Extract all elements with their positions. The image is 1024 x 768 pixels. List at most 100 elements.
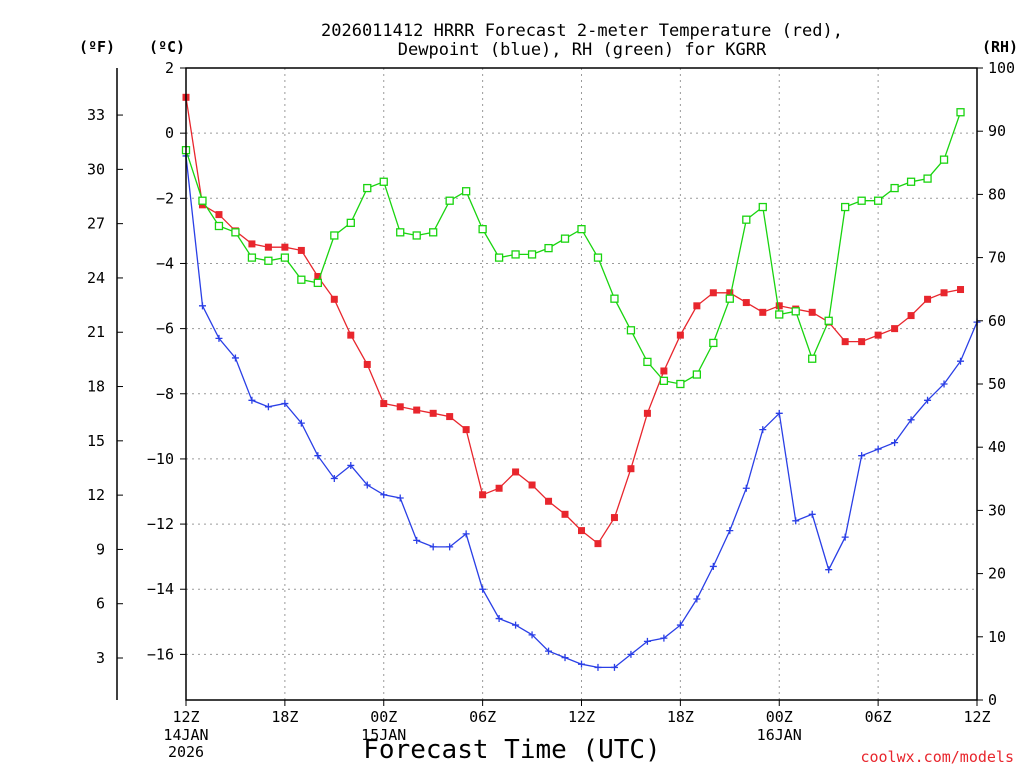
- rh-point: [956, 108, 965, 117]
- series-layer: [181, 93, 981, 671]
- rh-point: [214, 221, 224, 231]
- dewpoint-point: [578, 660, 585, 668]
- chart-title-line2: Dewpoint (blue), RH (green) for KGRR: [398, 40, 767, 60]
- rh-tick-label: 100: [988, 59, 1015, 77]
- rh-point: [659, 376, 669, 385]
- dewpoint-point: [330, 474, 338, 482]
- fahrenheit-tick-label: 3: [96, 649, 105, 667]
- x-tick-label: 00Z: [370, 708, 397, 726]
- dewpoint-point: [924, 396, 932, 404]
- rh-tick-label: 80: [988, 185, 1006, 203]
- x-tick-label: 18Z: [271, 708, 298, 726]
- 2-meter-temperature-point: [578, 527, 585, 535]
- 2-meter-temperature-point: [676, 331, 684, 339]
- fahrenheit-tick-label: 18: [87, 378, 105, 396]
- dewpoint-point: [380, 491, 388, 499]
- 2-meter-temperature-point: [330, 295, 338, 303]
- dewpoint-point: [248, 396, 256, 404]
- fahrenheit-tick-label: 30: [87, 160, 105, 178]
- dewpoint-point: [281, 400, 289, 408]
- dewpoint-point: [297, 419, 305, 427]
- chart-title-line1: 2026011412 HRRR Forecast 2-meter Tempera…: [321, 21, 843, 41]
- dewpoint-point: [627, 650, 635, 658]
- rh-point: [841, 202, 850, 212]
- rh-point: [511, 250, 520, 259]
- rh-point: [676, 379, 685, 389]
- rh-tick-label: 40: [988, 438, 1006, 456]
- rh-point: [429, 228, 438, 237]
- rh-point: [544, 243, 553, 253]
- 2-meter-temperature-point: [347, 331, 355, 339]
- rh-point: [923, 174, 932, 183]
- 2-meter-temperature-point: [759, 308, 767, 316]
- 2-meter-temperature-point: [643, 409, 651, 417]
- 2-meter-temperature-point: [413, 406, 421, 414]
- plot-frame: [185, 67, 978, 701]
- rh-point: [577, 225, 586, 234]
- dewpoint-point: [479, 585, 487, 593]
- rh-point: [791, 307, 800, 316]
- fahrenheit-tick-label: 24: [87, 269, 105, 287]
- rh-point: [247, 253, 257, 262]
- 2-meter-temperature-point: [462, 426, 470, 434]
- rh-tick-label: 20: [988, 565, 1006, 583]
- dewpoint-point: [363, 481, 371, 489]
- 2-meter-temperature-point: [380, 400, 388, 408]
- dewpoint-point: [413, 536, 421, 544]
- x-tick-date-label: 14JAN: [163, 726, 208, 744]
- 2-meter-temperature-point: [363, 360, 371, 368]
- rh-tick-label: 60: [988, 312, 1006, 330]
- 2-meter-temperature-point: [495, 484, 503, 492]
- rh-point: [643, 357, 652, 367]
- dewpoint-point: [462, 530, 470, 538]
- celsius-unit-label: (ºC): [149, 38, 185, 56]
- 2-meter-temperature-point: [808, 308, 816, 316]
- dewpoint-point: [660, 634, 668, 642]
- rh-point: [412, 231, 421, 240]
- 2-meter-temperature-point: [841, 338, 849, 346]
- rh-point: [725, 294, 734, 303]
- dewpoint-point: [429, 543, 437, 551]
- 2-meter-temperature-point: [429, 409, 437, 417]
- x-tick-label: 12Z: [172, 708, 199, 726]
- 2-meter-temperature-point: [545, 497, 553, 505]
- rh-unit-label: (RH): [982, 38, 1018, 56]
- rh-point: [478, 225, 487, 234]
- rh-point: [363, 183, 372, 193]
- rh-point: [775, 310, 784, 319]
- dewpoint-point: [907, 416, 915, 424]
- x-tick-label: 12Z: [568, 708, 595, 726]
- rh-tick-label: 0: [988, 691, 997, 709]
- 2-meter-temperature-point: [446, 413, 454, 421]
- fahrenheit-tick-label: 6: [96, 595, 105, 613]
- 2-meter-temperature-point: [660, 367, 668, 375]
- 2-meter-temperature-point: [512, 468, 520, 476]
- rh-point: [379, 177, 388, 186]
- dewpoint-point: [957, 357, 965, 365]
- 2-meter-temperature-point: [528, 481, 536, 489]
- 2-meter-temperature-point: [742, 299, 750, 307]
- dewpoint-point: [825, 566, 833, 574]
- rh-point: [297, 275, 306, 284]
- rh-tick-label: 10: [988, 628, 1006, 646]
- fahrenheit-tick-label: 21: [87, 323, 105, 341]
- celsius-tick-label: −14: [147, 580, 174, 598]
- x-tick-label: 12Z: [963, 708, 990, 726]
- 2-meter-temperature-point: [874, 331, 882, 339]
- dewpoint-point: [891, 439, 899, 447]
- rh-point: [461, 187, 471, 196]
- grid-lines: [186, 68, 977, 700]
- rh-point: [560, 234, 570, 243]
- dewpoint-point: [693, 595, 701, 603]
- dewpoint-point: [709, 562, 717, 570]
- rh-point: [264, 256, 273, 265]
- celsius-tick-label: −4: [156, 254, 174, 272]
- dewpoint-point: [264, 403, 272, 411]
- rh-point: [346, 218, 355, 227]
- rh-point: [692, 370, 702, 379]
- dewpoint-point: [594, 663, 602, 671]
- dewpoint-point: [561, 654, 569, 662]
- 2-meter-temperature-point: [610, 514, 618, 522]
- rh-point: [313, 278, 322, 288]
